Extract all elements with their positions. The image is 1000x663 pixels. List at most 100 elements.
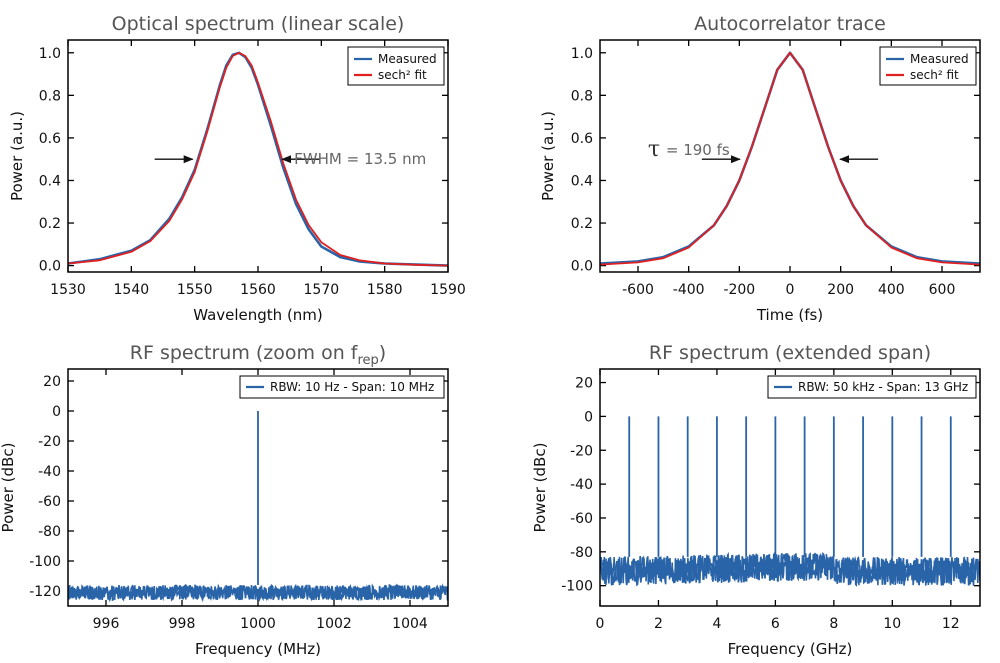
y-tick-label: 1.0	[571, 46, 593, 62]
x-tick-label: 4	[712, 616, 721, 632]
x-tick-label: 1580	[367, 282, 403, 298]
x-tick-label: 0	[786, 282, 795, 298]
chart-title-end: )	[379, 342, 386, 364]
panel-2: Autocorrelator trace Time (fs) Power (a.u.…	[539, 13, 981, 324]
chart-title-text: Optical spectrum (linear scale)	[112, 13, 405, 35]
legend-box	[767, 375, 977, 399]
x-tick-label: 12	[942, 616, 960, 632]
y-tick-label: 20	[43, 374, 61, 390]
y-tick-label: 0.8	[39, 88, 61, 104]
x-tick-label: 1002	[316, 616, 352, 632]
x-tick-label: -600	[622, 282, 654, 298]
y-tick-label: 0	[52, 404, 61, 420]
y-tick-label: -100	[561, 579, 593, 595]
legend-box	[879, 46, 977, 86]
axes-frame	[599, 39, 981, 273]
x-tick-label: 1540	[114, 282, 150, 298]
x-tick-label: 1000	[240, 616, 276, 632]
y-tick-label: -120	[29, 584, 61, 600]
plot-area	[68, 411, 448, 603]
axes-frame	[67, 39, 449, 273]
y-tick-label: -40	[570, 477, 593, 493]
x-tick-label: 1530	[50, 282, 86, 298]
x-tick-label: 996	[93, 616, 120, 632]
chart-title-text: RF spectrum (zoom on f	[130, 342, 359, 364]
chart-title: Autocorrelator trace	[694, 13, 886, 35]
y-axis-label: Power (a.u.)	[539, 111, 557, 201]
legend-entry: Measured	[378, 52, 437, 66]
x-axis-label: Wavelength (nm)	[193, 306, 323, 324]
y-tick-label: 0.0	[571, 259, 593, 275]
noise-floor-trace-dense	[68, 583, 448, 603]
y-tick-label: -80	[570, 545, 593, 561]
x-tick-label: 6	[771, 616, 780, 632]
fit-series-line	[68, 51, 448, 267]
x-tick-label: 400	[878, 282, 905, 298]
axes-frame	[599, 368, 981, 607]
x-tick-label: 1004	[392, 616, 428, 632]
y-tick-label: 0.6	[571, 131, 593, 147]
x-tick-label: 1590	[430, 282, 466, 298]
y-tick-label: 0.6	[39, 131, 61, 147]
y-tick-label: 0.4	[39, 173, 61, 189]
x-tick-label: 1560	[240, 282, 276, 298]
y-axis-label: Power (a.u.)	[8, 111, 26, 201]
x-tick-label: 600	[929, 282, 956, 298]
noise-floor-trace-dense	[600, 551, 980, 586]
plot-area	[600, 416, 980, 587]
plot-area	[600, 51, 980, 266]
y-tick-label: 0.2	[571, 216, 593, 232]
x-tick-label: 0	[596, 616, 605, 632]
x-tick-label: -200	[723, 282, 755, 298]
y-tick-label: -60	[570, 511, 593, 527]
x-tick-label: 200	[827, 282, 854, 298]
chart-title: RF spectrum (zoom on frep)	[130, 342, 386, 368]
plot-area	[68, 51, 448, 267]
panel-3: RF spectrum (zoom on frep) Frequency (MHz…	[0, 342, 449, 658]
axes-frame	[67, 368, 449, 607]
x-tick-label: 2	[654, 616, 663, 632]
y-tick-label: 0.2	[39, 216, 61, 232]
y-tick-label: 0.4	[571, 173, 593, 189]
y-tick-label: 0.0	[39, 259, 61, 275]
legend-box	[347, 46, 445, 86]
legend-entry: sech² fit	[378, 68, 427, 82]
x-axis-label: Frequency (MHz)	[195, 640, 321, 658]
y-axis-label: Power (dBc)	[531, 443, 549, 533]
y-tick-label: 1.0	[39, 46, 61, 62]
y-tick-label: 0.8	[571, 88, 593, 104]
y-axis-label: Power (dBc)	[0, 443, 17, 533]
legend-entry: RBW: 10 Hz - Span: 10 MHz	[270, 380, 434, 394]
legend-entry: Measured	[910, 52, 969, 66]
chart-title-text: Autocorrelator trace	[694, 13, 886, 35]
fwhm-annotation: FWHM = 13.5 nm	[294, 150, 426, 168]
x-axis-label: Time (fs)	[756, 306, 823, 324]
x-tick-label: 10	[883, 616, 901, 632]
x-tick-label: 998	[169, 616, 196, 632]
x-axis-label: Frequency (GHz)	[728, 640, 853, 658]
tau-symbol: τ	[648, 137, 660, 162]
y-tick-label: -40	[38, 464, 61, 480]
panel-1: Optical spectrum (linear scale) Wavelengt…	[8, 13, 466, 324]
y-tick-label: -80	[38, 524, 61, 540]
legend-box	[239, 375, 445, 399]
x-tick-label: 8	[829, 616, 838, 632]
y-tick-label: 20	[575, 376, 593, 392]
chart-title-subscript: rep	[357, 353, 378, 368]
y-tick-label: -20	[570, 443, 593, 459]
legend-entry: RBW: 50 kHz - Span: 13 GHz	[798, 380, 968, 394]
x-tick-label: 1550	[177, 282, 213, 298]
x-tick-label: -400	[673, 282, 705, 298]
y-tick-label: -60	[38, 494, 61, 510]
y-tick-label: 0	[584, 409, 593, 425]
panel-4: RF spectrum (extended span) Frequency (GH…	[531, 342, 981, 658]
x-tick-label: 1570	[304, 282, 340, 298]
chart-title: RF spectrum (extended span)	[649, 342, 931, 364]
chart-title: Optical spectrum (linear scale)	[112, 13, 405, 35]
fit-series-line	[600, 51, 980, 266]
y-tick-label: -20	[38, 434, 61, 450]
pulse-width-annotation: = 190 fs	[666, 141, 730, 159]
legend-entry: sech² fit	[910, 68, 959, 82]
chart-title-text: RF spectrum (extended span)	[649, 342, 931, 364]
